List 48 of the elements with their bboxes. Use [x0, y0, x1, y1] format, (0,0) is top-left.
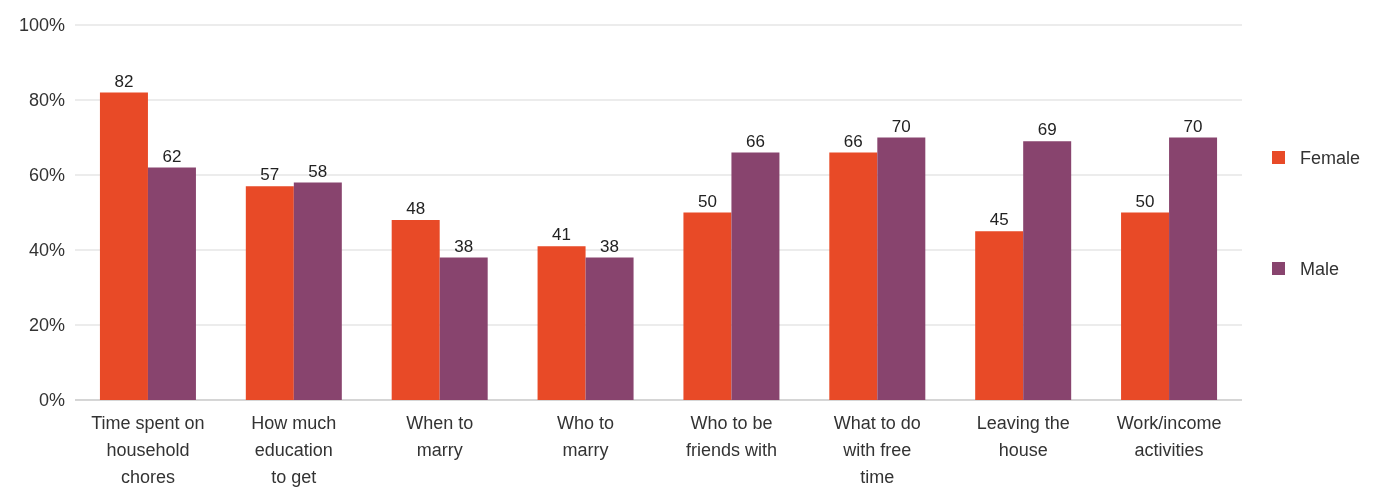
data-label: 50: [697, 191, 717, 211]
bar: [147, 167, 196, 400]
y-tick-label: 100%: [18, 15, 65, 36]
y-tick-label: 40%: [28, 240, 65, 261]
y-tick-label: 60%: [28, 165, 65, 186]
data-label: 48: [406, 199, 426, 218]
data-label: 41: [552, 225, 572, 245]
bar: [1169, 137, 1218, 400]
bar: [1121, 212, 1170, 400]
data-label: 38: [454, 236, 474, 256]
bar: [585, 257, 634, 400]
data-label: 69: [1037, 120, 1057, 140]
bar: [683, 212, 732, 400]
bar: [245, 186, 294, 400]
x-tick-label: Time spent on household chores: [91, 413, 205, 487]
y-tick-label: 20%: [28, 315, 65, 336]
bar: [731, 152, 780, 400]
data-label: 66: [843, 131, 863, 151]
bar: [877, 137, 926, 400]
data-label: 82: [114, 71, 134, 91]
x-tick-label: Leaving the house: [976, 413, 1070, 460]
bar: [1023, 141, 1072, 400]
data-label: 70: [891, 116, 911, 136]
bar: [391, 220, 440, 400]
bar: [829, 152, 878, 400]
data-label: 50: [1135, 191, 1155, 211]
bar: [99, 92, 148, 400]
y-tick-label: 0%: [38, 390, 65, 411]
data-label: 58: [308, 161, 328, 181]
data-label: 45: [989, 210, 1009, 230]
x-tick-label: When to marry: [406, 413, 474, 460]
data-label: 70: [1183, 116, 1203, 136]
data-label: 38: [600, 236, 620, 256]
x-tick-label: Who to be friends with: [685, 413, 777, 460]
bar: [293, 182, 342, 400]
bar: [439, 257, 488, 400]
x-tick-label: What to do with free time: [833, 413, 921, 487]
legend-label: Female: [1300, 148, 1361, 169]
bar: [537, 246, 586, 400]
legend-label: Male: [1300, 259, 1340, 280]
x-tick-label: How much education to get: [251, 413, 337, 487]
data-label: 62: [162, 146, 182, 166]
x-tick-label: Work/income activities: [1116, 413, 1222, 460]
x-tick-label: Who to marry: [557, 413, 615, 460]
y-tick-label: 80%: [28, 90, 65, 111]
data-label: 66: [745, 131, 765, 151]
data-label: 57: [260, 165, 280, 185]
bar: [975, 231, 1024, 400]
